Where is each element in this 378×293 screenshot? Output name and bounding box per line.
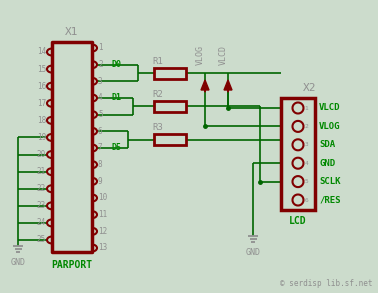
Text: © serdisp lib.sf.net: © serdisp lib.sf.net (280, 279, 373, 288)
Text: 2: 2 (98, 60, 102, 69)
Text: 7: 7 (98, 144, 102, 152)
Text: PARPORT: PARPORT (51, 260, 93, 270)
Text: VLCD: VLCD (219, 45, 228, 65)
Text: D5: D5 (111, 144, 121, 152)
Text: 10: 10 (98, 193, 107, 202)
Text: R1: R1 (152, 57, 163, 66)
Text: R3: R3 (152, 123, 163, 132)
Text: SDA: SDA (319, 140, 335, 149)
Text: 22: 22 (37, 184, 46, 193)
Text: 23: 23 (37, 201, 46, 210)
Text: 5: 5 (305, 179, 308, 184)
Text: D1: D1 (111, 93, 121, 103)
Text: 18: 18 (37, 116, 46, 125)
Text: 17: 17 (37, 99, 46, 108)
Text: 5: 5 (98, 110, 102, 119)
Bar (154, 67, 186, 79)
Text: 3: 3 (98, 77, 102, 86)
Text: GND: GND (245, 248, 260, 257)
Text: 11: 11 (98, 210, 107, 219)
Text: /RES: /RES (319, 195, 341, 205)
Text: 16: 16 (37, 82, 46, 91)
Bar (154, 101, 186, 112)
Text: 1: 1 (305, 105, 308, 110)
Text: GND: GND (11, 258, 25, 267)
Text: D0: D0 (111, 60, 121, 69)
Text: 14: 14 (37, 47, 46, 57)
Text: 25: 25 (37, 236, 46, 244)
Text: VLCD: VLCD (319, 103, 341, 113)
Text: 4: 4 (98, 93, 102, 103)
Text: 12: 12 (98, 227, 107, 236)
Text: 6: 6 (98, 127, 102, 136)
Text: X1: X1 (65, 27, 79, 37)
Text: 1: 1 (98, 43, 102, 52)
Text: SCLK: SCLK (319, 177, 341, 186)
Text: 4: 4 (305, 161, 308, 166)
Bar (154, 134, 186, 145)
Text: 9: 9 (98, 177, 102, 186)
Text: 13: 13 (98, 243, 107, 253)
Text: R2: R2 (152, 90, 163, 99)
FancyArrow shape (224, 80, 232, 92)
Text: 20: 20 (37, 150, 46, 159)
Text: LCD: LCD (289, 216, 307, 226)
Text: 6: 6 (305, 197, 308, 202)
Text: 2: 2 (305, 124, 308, 129)
Text: 3: 3 (305, 142, 308, 147)
Text: VLOG: VLOG (319, 122, 341, 131)
Text: VLOG: VLOG (196, 45, 205, 65)
Text: X2: X2 (303, 83, 317, 93)
Text: 19: 19 (37, 133, 46, 142)
Text: GND: GND (319, 159, 335, 168)
Text: 21: 21 (37, 167, 46, 176)
Text: 15: 15 (37, 64, 46, 74)
FancyArrow shape (201, 80, 209, 92)
Text: 8: 8 (98, 160, 102, 169)
Bar (281, 98, 315, 210)
Bar (52, 42, 92, 252)
Text: 24: 24 (37, 218, 46, 227)
